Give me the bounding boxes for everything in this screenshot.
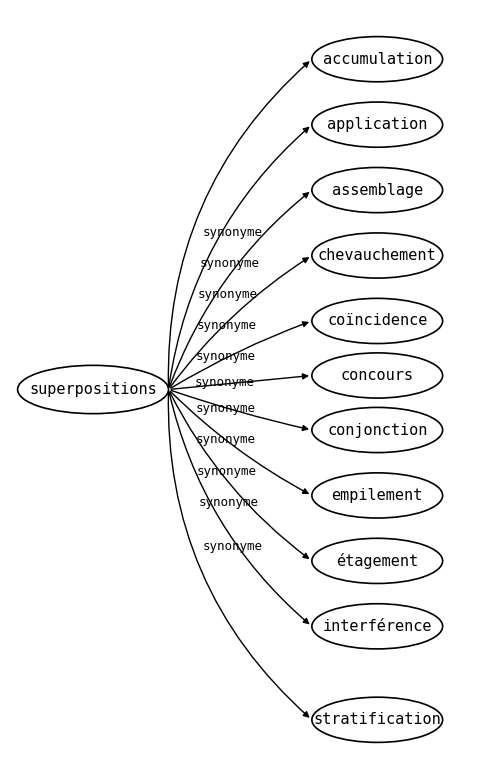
Ellipse shape — [312, 102, 443, 147]
Ellipse shape — [312, 37, 443, 82]
Ellipse shape — [312, 298, 443, 344]
Ellipse shape — [312, 473, 443, 518]
FancyArrowPatch shape — [171, 392, 308, 493]
Text: synonyme: synonyme — [195, 351, 256, 363]
Text: chevauchement: chevauchement — [318, 248, 437, 263]
FancyArrowPatch shape — [170, 258, 308, 387]
Text: synonyme: synonyme — [200, 257, 260, 270]
Text: empilement: empilement — [331, 488, 423, 503]
Text: synonyme: synonyme — [203, 226, 263, 238]
Ellipse shape — [312, 604, 443, 649]
Text: synonyme: synonyme — [196, 433, 256, 446]
Text: synonyme: synonyme — [196, 319, 257, 332]
FancyArrowPatch shape — [169, 393, 309, 717]
Text: assemblage: assemblage — [331, 182, 423, 198]
Ellipse shape — [312, 233, 443, 278]
FancyArrowPatch shape — [170, 192, 308, 387]
Ellipse shape — [312, 167, 443, 213]
Text: stratification: stratification — [313, 712, 441, 728]
FancyArrowPatch shape — [169, 62, 309, 386]
Text: interférence: interférence — [322, 619, 432, 634]
FancyArrowPatch shape — [171, 374, 307, 390]
Text: synonyme: synonyme — [195, 376, 255, 389]
Ellipse shape — [312, 407, 443, 453]
FancyArrowPatch shape — [171, 390, 308, 431]
Ellipse shape — [312, 353, 443, 398]
Ellipse shape — [312, 538, 443, 583]
Ellipse shape — [18, 365, 169, 414]
Text: application: application — [327, 117, 428, 132]
Text: conjonction: conjonction — [327, 422, 428, 438]
Text: synonyme: synonyme — [195, 402, 255, 415]
FancyArrowPatch shape — [169, 392, 308, 623]
Text: étagement: étagement — [336, 553, 418, 569]
Text: coïncidence: coïncidence — [327, 313, 428, 329]
Ellipse shape — [312, 697, 443, 742]
Text: synonyme: synonyme — [203, 541, 263, 553]
FancyArrowPatch shape — [170, 392, 308, 559]
Text: accumulation: accumulation — [322, 51, 432, 67]
Text: synonyme: synonyme — [199, 496, 259, 509]
FancyArrowPatch shape — [171, 322, 308, 388]
FancyArrowPatch shape — [169, 128, 309, 386]
Text: synonyme: synonyme — [198, 288, 258, 301]
Text: synonyme: synonyme — [197, 464, 257, 478]
Text: concours: concours — [341, 368, 414, 383]
Text: superpositions: superpositions — [29, 382, 157, 397]
